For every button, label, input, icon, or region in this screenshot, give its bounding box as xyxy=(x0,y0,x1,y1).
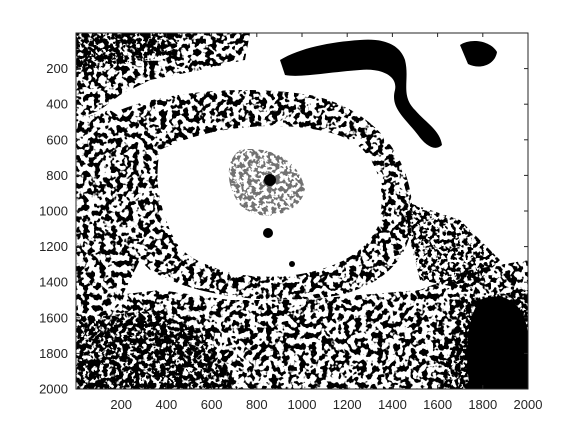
y-tick-label: 400 xyxy=(46,97,68,112)
x-tick-label: 1600 xyxy=(423,397,452,412)
x-tick-label: 1000 xyxy=(288,397,317,412)
x-tick-label: 1400 xyxy=(378,397,407,412)
x-tick-label: 2000 xyxy=(514,397,543,412)
y-tick-label: 2000 xyxy=(39,382,68,397)
thresholded-image xyxy=(76,33,528,389)
y-tick-label: 1000 xyxy=(39,204,68,219)
y-tick-label: 1800 xyxy=(39,346,68,361)
x-tick-label: 800 xyxy=(246,397,268,412)
y-tick-label: 1200 xyxy=(39,239,68,254)
y-tick-label: 200 xyxy=(46,61,68,76)
y-axis: 200 400 600 800 1000 1200 1400 1600 1800 2000 xyxy=(39,61,528,397)
x-tick-label: 200 xyxy=(110,397,132,412)
x-tick-label: 600 xyxy=(201,397,223,412)
x-tick-label: 400 xyxy=(156,397,178,412)
y-tick-label: 1400 xyxy=(39,275,68,290)
x-tick-label: 1200 xyxy=(333,397,362,412)
y-tick-label: 1600 xyxy=(39,310,68,325)
x-axis: 200 400 600 800 1000 1200 1400 1600 1800 2000 xyxy=(110,33,542,412)
x-tick-label: 1800 xyxy=(468,397,497,412)
y-tick-label: 600 xyxy=(46,132,68,147)
y-tick-label: 800 xyxy=(46,168,68,183)
